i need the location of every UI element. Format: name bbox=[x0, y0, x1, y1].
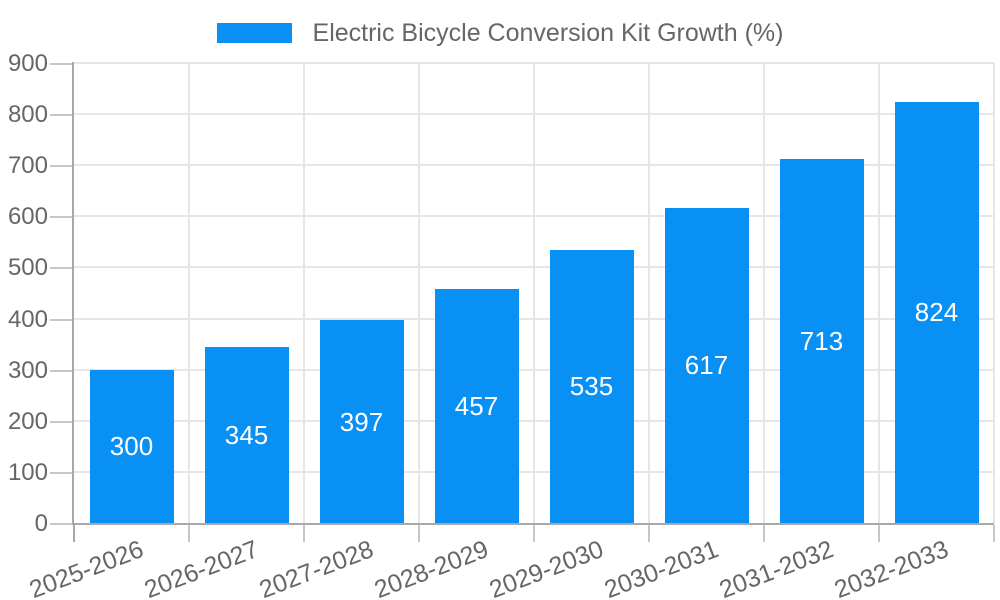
y-tick-label: 500 bbox=[7, 254, 48, 282]
bar-value-label: 617 bbox=[684, 350, 729, 381]
bar bbox=[549, 249, 634, 523]
y-tick-label: 100 bbox=[7, 458, 48, 486]
bar-value-label: 397 bbox=[339, 406, 384, 437]
y-tick-label: 800 bbox=[7, 101, 48, 129]
bar-value-label: 713 bbox=[799, 325, 844, 356]
y-axis-tick bbox=[50, 63, 72, 65]
x-axis-line bbox=[72, 523, 994, 525]
vertical-gridline bbox=[648, 62, 650, 523]
y-tick-label: 600 bbox=[7, 203, 48, 231]
x-axis-tick bbox=[303, 525, 305, 542]
y-axis-tick bbox=[50, 471, 72, 474]
bar-value-label: 457 bbox=[454, 391, 499, 422]
y-tick-label: 900 bbox=[7, 50, 48, 77]
bar bbox=[89, 369, 174, 523]
x-axis-tick bbox=[648, 525, 650, 542]
vertical-gridline bbox=[418, 62, 420, 523]
vertical-gridline bbox=[878, 62, 880, 523]
bar-value-label: 300 bbox=[109, 431, 154, 462]
x-axis-tick bbox=[878, 525, 880, 542]
bar bbox=[779, 158, 864, 523]
y-axis-tick bbox=[50, 369, 72, 372]
vertical-gridline bbox=[188, 62, 190, 523]
legend-swatch bbox=[216, 23, 292, 43]
bar bbox=[434, 289, 519, 523]
x-axis-tick bbox=[763, 525, 765, 542]
bar bbox=[664, 207, 749, 523]
y-axis-line bbox=[72, 62, 74, 525]
y-axis-tick bbox=[50, 114, 72, 117]
vertical-gridline bbox=[993, 62, 995, 523]
legend-label: Electric Bicycle Conversion Kit Growth (… bbox=[312, 18, 784, 47]
y-tick-label: 700 bbox=[7, 152, 48, 180]
y-axis-tick bbox=[50, 165, 72, 168]
vertical-gridline bbox=[303, 62, 305, 523]
vertical-gridline bbox=[763, 62, 765, 523]
vertical-gridline bbox=[533, 62, 535, 523]
bar-value-label: 345 bbox=[224, 419, 269, 450]
y-axis-tick bbox=[50, 267, 72, 270]
x-axis-tick bbox=[73, 525, 75, 542]
y-axis-tick bbox=[50, 216, 72, 219]
x-axis-tick bbox=[533, 525, 535, 542]
y-axis-tick bbox=[50, 318, 72, 321]
x-axis-tick bbox=[188, 525, 190, 542]
x-axis-tick bbox=[993, 525, 995, 542]
y-tick-label: 0 bbox=[34, 510, 48, 537]
x-axis-tick bbox=[418, 525, 420, 542]
y-axis-tick bbox=[50, 420, 72, 423]
bar bbox=[204, 346, 289, 523]
y-tick-label: 400 bbox=[7, 305, 48, 333]
legend-item[interactable]: Electric Bicycle Conversion Kit Growth (… bbox=[0, 18, 1000, 47]
y-tick-label: 300 bbox=[7, 356, 48, 384]
y-axis-tick bbox=[50, 523, 72, 525]
y-tick-label: 200 bbox=[7, 407, 48, 435]
bar bbox=[319, 320, 404, 523]
bar bbox=[894, 101, 979, 523]
bar-value-label: 824 bbox=[914, 297, 959, 328]
bar-value-label: 535 bbox=[569, 371, 614, 402]
